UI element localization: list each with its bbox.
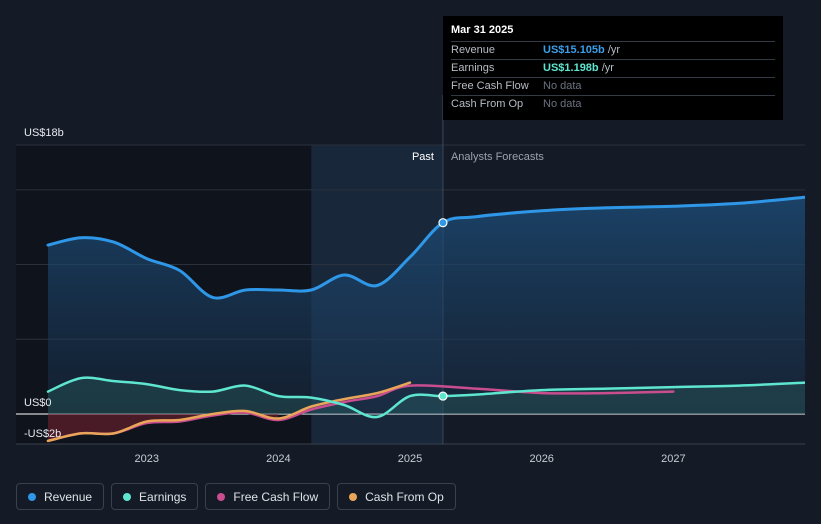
legend-label: Cash From Op	[365, 489, 444, 504]
x-tick-label: 2024	[266, 453, 290, 465]
chart-plot-area: US$18b US$0 -US$2b 2023 2024 2025 2026 2027 Past…	[16, 95, 805, 465]
legend-item-cash-from-op[interactable]: Cash From Op	[337, 483, 456, 510]
x-tick-label: 2025	[398, 453, 422, 465]
region-label-past: Past	[412, 151, 434, 163]
tooltip-row-fcf: Free Cash Flow No data	[451, 77, 775, 95]
tooltip-value-revenue: US$15.105b	[543, 44, 605, 56]
legend-dot-icon	[349, 492, 358, 501]
series-line-cfo	[46, 381, 412, 443]
tooltip-unit: /yr	[601, 62, 614, 74]
tooltip-label: Revenue	[451, 44, 496, 56]
y-tick-label: -US$2b	[24, 428, 61, 440]
revenue-area	[48, 197, 805, 414]
tooltip-label: Earnings	[451, 62, 495, 74]
legend-dot-icon	[28, 492, 36, 501]
earnings-area	[48, 377, 805, 418]
legend-item-revenue[interactable]: Revenue	[16, 483, 105, 510]
y-tick-label: US$0	[24, 397, 52, 409]
series-line-earnings	[46, 376, 805, 419]
y-tick-label: US$18b	[24, 127, 64, 139]
tooltip-row-earnings: Earnings US$1.198b /yr	[451, 59, 775, 77]
legend: Revenue Earnings Free Cash Flow Cash Fro…	[16, 483, 456, 510]
x-tick-label: 2026	[529, 453, 553, 465]
marker-earnings	[438, 391, 448, 401]
legend-label: Free Cash Flow	[233, 489, 319, 504]
tooltip-label: Free Cash Flow	[451, 80, 529, 92]
region-label-forecast: Analysts Forecasts	[451, 151, 544, 163]
tooltip-value-earnings: US$1.198b	[543, 62, 599, 74]
tooltip-panel: Mar 31 2025 Revenue US$15.105b /yr Earni…	[443, 16, 783, 120]
legend-dot-icon	[217, 492, 226, 501]
legend-item-earnings[interactable]: Earnings	[111, 483, 199, 510]
tooltip-date: Mar 31 2025	[451, 24, 514, 36]
tooltip-unit: /yr	[607, 44, 621, 56]
tooltip-row-cfo: Cash From Op No data	[451, 95, 775, 113]
x-tick-label: 2027	[661, 453, 685, 465]
marker-revenue	[438, 218, 448, 228]
legend-dot-icon	[123, 492, 132, 501]
legend-label: Earnings	[139, 489, 187, 504]
legend-label: Revenue	[44, 489, 93, 504]
series-line-revenue	[46, 195, 805, 300]
tooltip-row-revenue: Revenue US$15.105b /yr	[451, 41, 775, 59]
tooltip-value-fcf: No data	[543, 80, 582, 92]
tooltip-label: Cash From Op	[451, 98, 524, 110]
legend-item-free-cash-flow[interactable]: Free Cash Flow	[205, 483, 331, 510]
x-tick-label: 2023	[134, 453, 158, 465]
tooltip-value-cfo: No data	[543, 98, 582, 110]
